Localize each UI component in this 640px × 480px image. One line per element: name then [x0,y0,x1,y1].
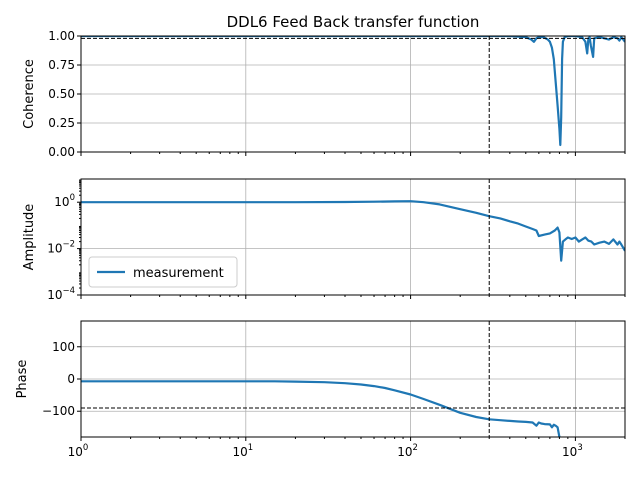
y-tick-label-coherence: 0.75 [48,58,75,72]
legend: measurement [88,256,238,288]
y-tick-label-coherence: 1.00 [48,29,75,43]
x-tick-label: 101 [232,443,253,459]
y-tick-label-amplitude: 10−4 [47,286,75,302]
y-tick-label-coherence: 0.50 [48,87,75,101]
x-tick-label: 100 [68,443,89,459]
y-tick-label-amplitude: 10−2 [47,240,75,256]
legend-label: measurement [133,266,224,281]
panel-amplitude: 10−4 10−2 100 Amplitude measurement [22,178,626,302]
chart-title: DDL6 Feed Back transfer function [227,13,480,31]
y-axis-label-phase: Phase [15,360,30,399]
x-tick-labels: 100 101 102 103 [68,443,583,459]
y-tick-label-phase: 100 [52,340,75,354]
y-tick-label-phase: 0 [67,372,75,386]
y-tick-label-coherence: 0.00 [48,145,75,159]
x-tick-label: 103 [562,443,583,459]
y-tick-label-phase: −100 [42,404,75,418]
y-axis-label-coherence: Coherence [22,59,37,129]
plot-frame-coherence [80,35,626,153]
y-tick-label-amplitude: 100 [54,193,75,209]
series-line-phase [81,380,561,437]
series-line-amplitude [81,200,625,262]
x-tick-label: 102 [397,443,418,459]
y-tick-label-coherence: 0.25 [48,116,75,130]
panel-coherence: 0.00 0.25 0.50 0.75 1.00 Coherence [22,29,626,159]
panel-phase: −100 0 100 Phase [15,320,626,441]
series-line-coherence [81,36,625,147]
legend-box [88,256,238,288]
plot-panels: 0.00 0.25 0.50 0.75 1.00 Coherence 10−4 10−2 100… [15,29,626,459]
y-axis-label-amplitude: Amplitude [22,204,37,271]
plot-frame-phase [80,320,626,438]
plot-frame-amplitude [80,178,626,296]
